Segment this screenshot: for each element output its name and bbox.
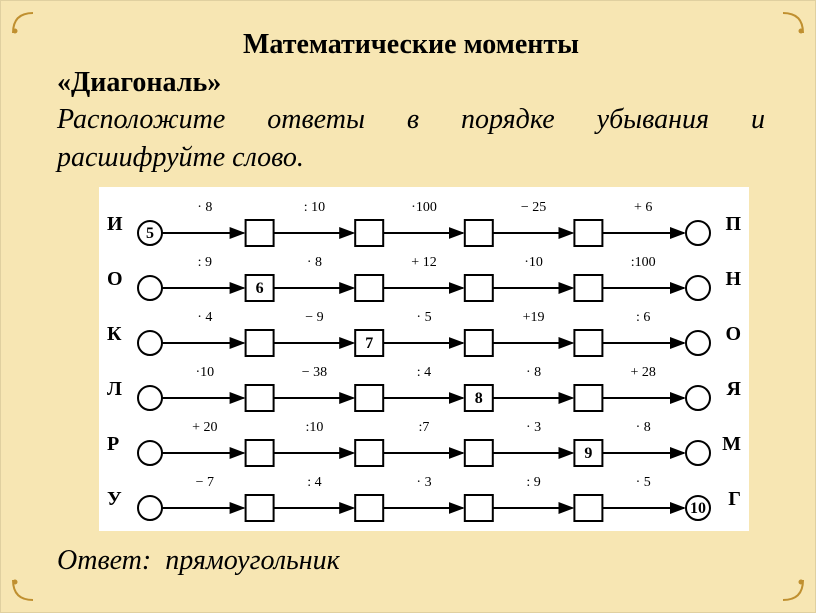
chain-svg-wrap: + 20 :10 :7 · 3 · 8 9: [134, 417, 714, 472]
chain-svg-wrap: · 4 − 9 · 5 +19 : 6 7: [134, 307, 714, 362]
row-label-right: Н: [714, 268, 741, 291]
instruction: Расположите ответы в порядке убывания и …: [57, 101, 765, 177]
corner-ornament-bl: [11, 578, 35, 602]
row-label-left: И: [107, 213, 134, 236]
svg-text:: 9: : 9: [526, 475, 540, 490]
chain-row: И · 8 : 10 ·100 − 25 + 6 5 П: [107, 197, 741, 252]
svg-text:− 9: − 9: [305, 310, 323, 325]
row-label-left: Р: [107, 433, 134, 456]
row-label-right: Г: [714, 488, 741, 511]
svg-text:: 6: : 6: [636, 310, 650, 325]
svg-text:·100: ·100: [411, 200, 437, 215]
svg-text:− 38: − 38: [302, 365, 327, 380]
svg-text:10: 10: [690, 500, 706, 517]
svg-text:8: 8: [475, 390, 483, 407]
svg-text:7: 7: [365, 335, 373, 352]
row-label-left: О: [107, 268, 134, 291]
row-label-right: Я: [714, 378, 741, 401]
answer-value: прямоугольник: [165, 545, 340, 576]
subtitle: «Диагональ»: [57, 67, 765, 99]
svg-text:6: 6: [256, 280, 264, 297]
row-label-left: Л: [107, 378, 134, 401]
svg-text:− 25: − 25: [521, 200, 546, 215]
svg-text:+ 12: + 12: [411, 255, 436, 270]
answer-label: Ответ:: [57, 545, 151, 576]
svg-text:·10: ·10: [524, 255, 543, 270]
svg-text:+ 20: + 20: [192, 420, 217, 435]
svg-text:+ 28: + 28: [630, 365, 655, 380]
svg-text:5: 5: [146, 225, 154, 242]
chain-svg-wrap: : 9 · 8 + 12 ·10 :100 6: [134, 252, 714, 307]
svg-text:− 7: − 7: [196, 475, 214, 490]
chain-svg-wrap: ·10 − 38 : 4 · 8 + 28 8: [134, 362, 714, 417]
chain-row: О : 9 · 8 + 12 ·10 :100 6 Н: [107, 252, 741, 307]
svg-text:: 4: : 4: [417, 365, 431, 380]
title-main: Математические моменты: [57, 29, 765, 61]
svg-text:·10: ·10: [195, 365, 214, 380]
chain-row: Р + 20 :10 :7 · 3 · 8 9 М: [107, 417, 741, 472]
svg-text::7: :7: [419, 420, 430, 435]
corner-ornament-br: [781, 578, 805, 602]
svg-text:+ 6: + 6: [634, 200, 652, 215]
chain-svg-wrap: − 7 : 4 · 3 : 9 · 5 10: [134, 472, 714, 527]
svg-text:· 8: · 8: [526, 365, 541, 380]
svg-text:9: 9: [584, 445, 592, 462]
svg-text:· 3: · 3: [526, 420, 541, 435]
svg-text:· 8: · 8: [307, 255, 322, 270]
chain-row: У − 7 : 4 · 3 : 9 · 5 10 Г: [107, 472, 741, 527]
answer-line: Ответ: прямоугольник: [57, 545, 765, 577]
svg-text:: 4: : 4: [307, 475, 321, 490]
chain-svg-wrap: · 8 : 10 ·100 − 25 + 6 5: [134, 197, 714, 252]
svg-text::10: :10: [305, 420, 323, 435]
row-label-right: О: [714, 323, 741, 346]
row-label-left: У: [107, 488, 134, 511]
svg-text:: 9: : 9: [198, 255, 212, 270]
svg-text:+19: +19: [523, 310, 545, 325]
svg-text:· 5: · 5: [416, 310, 431, 325]
slide: Математические моменты «Диагональ» Распо…: [0, 0, 816, 613]
corner-ornament-tr: [781, 11, 805, 35]
chain-row: К · 4 − 9 · 5 +19 : 6 7 О: [107, 307, 741, 362]
row-label-right: М: [714, 433, 741, 456]
corner-ornament-tl: [11, 11, 35, 35]
svg-text:· 8: · 8: [636, 420, 651, 435]
diagram: И · 8 : 10 ·100 − 25 + 6 5 П О : 9 · 8 + 12 ·10 :100 6…: [99, 187, 749, 531]
chain-row: Л ·10 − 38 : 4 · 8 + 28 8 Я: [107, 362, 741, 417]
svg-text:· 5: · 5: [636, 475, 651, 490]
svg-text:: 10: : 10: [304, 200, 325, 215]
row-label-right: П: [714, 213, 741, 236]
svg-text:· 8: · 8: [197, 200, 212, 215]
svg-text::100: :100: [631, 255, 656, 270]
svg-text:· 4: · 4: [197, 310, 212, 325]
row-label-left: К: [107, 323, 134, 346]
svg-text:· 3: · 3: [416, 475, 431, 490]
